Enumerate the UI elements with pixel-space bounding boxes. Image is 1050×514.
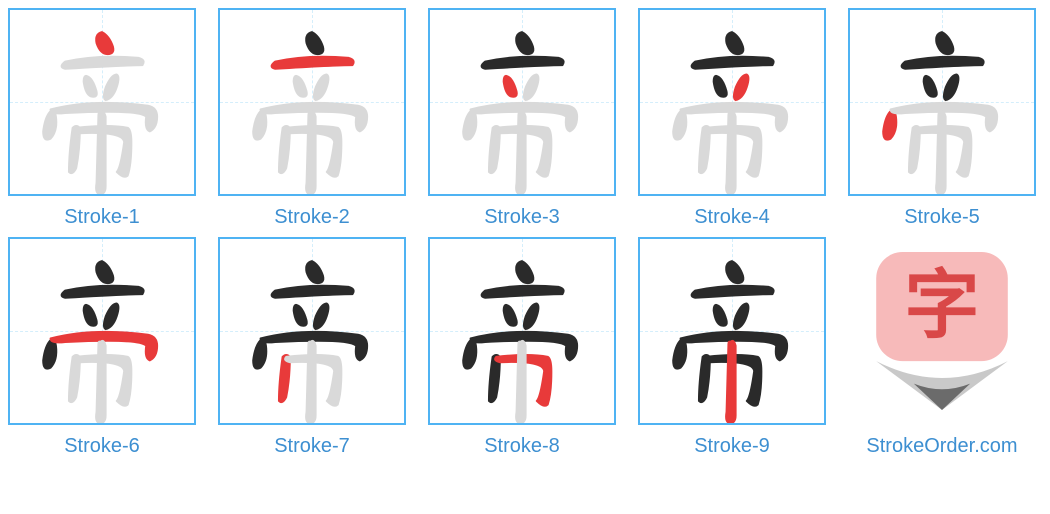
character-svg: [850, 10, 1034, 194]
stroke-label: Stroke-4: [694, 206, 770, 229]
stroke-cell: Stroke-5: [848, 8, 1036, 229]
stroke-label: Stroke-5: [904, 206, 980, 229]
logo-icon: 字: [848, 237, 1036, 425]
stroke-cell: Stroke-6: [8, 237, 196, 458]
svg-text:字: 字: [904, 263, 979, 347]
character-svg: [640, 239, 824, 423]
stroke-label: Stroke-1: [64, 206, 140, 229]
character-svg: [640, 10, 824, 194]
stroke-tile: [848, 8, 1036, 196]
stroke-label: Stroke-6: [64, 435, 140, 458]
character-svg: [10, 239, 194, 423]
stroke-cell: Stroke-7: [218, 237, 406, 458]
stroke-tile: [218, 8, 406, 196]
stroke-tile: [8, 8, 196, 196]
character-svg: [220, 239, 404, 423]
character-svg: [430, 239, 614, 423]
stroke-tile: [638, 8, 826, 196]
stroke-tile: [638, 237, 826, 425]
character-svg: [430, 10, 614, 194]
logo-cell: 字 StrokeOrder.com: [848, 237, 1036, 458]
stroke-cell: Stroke-8: [428, 237, 616, 458]
stroke-cell: Stroke-9: [638, 237, 826, 458]
stroke-label: Stroke-2: [274, 206, 350, 229]
stroke-label: Stroke-8: [484, 435, 560, 458]
row-2: Stroke-6 Stroke-7 Stroke-8 Stroke-9 字 StrokeO…: [8, 237, 1042, 458]
stroke-label: Stroke-7: [274, 435, 350, 458]
stroke-tile: [218, 237, 406, 425]
row-1: Stroke-1 Stroke-2 Stroke-3 Stroke-4 Stroke-5: [8, 8, 1042, 229]
stroke-tile: [8, 237, 196, 425]
stroke-tile: [428, 8, 616, 196]
character-svg: [220, 10, 404, 194]
stroke-cell: Stroke-3: [428, 8, 616, 229]
logo-tile: 字: [848, 237, 1036, 425]
stroke-label: Stroke-3: [484, 206, 560, 229]
stroke-cell: Stroke-2: [218, 8, 406, 229]
logo-label: StrokeOrder.com: [866, 435, 1017, 458]
stroke-cell: Stroke-4: [638, 8, 826, 229]
stroke-tile: [428, 237, 616, 425]
stroke-label: Stroke-9: [694, 435, 770, 458]
stroke-cell: Stroke-1: [8, 8, 196, 229]
stroke-order-grid: Stroke-1 Stroke-2 Stroke-3 Stroke-4 Stroke-5…: [8, 8, 1042, 458]
character-svg: [10, 10, 194, 194]
